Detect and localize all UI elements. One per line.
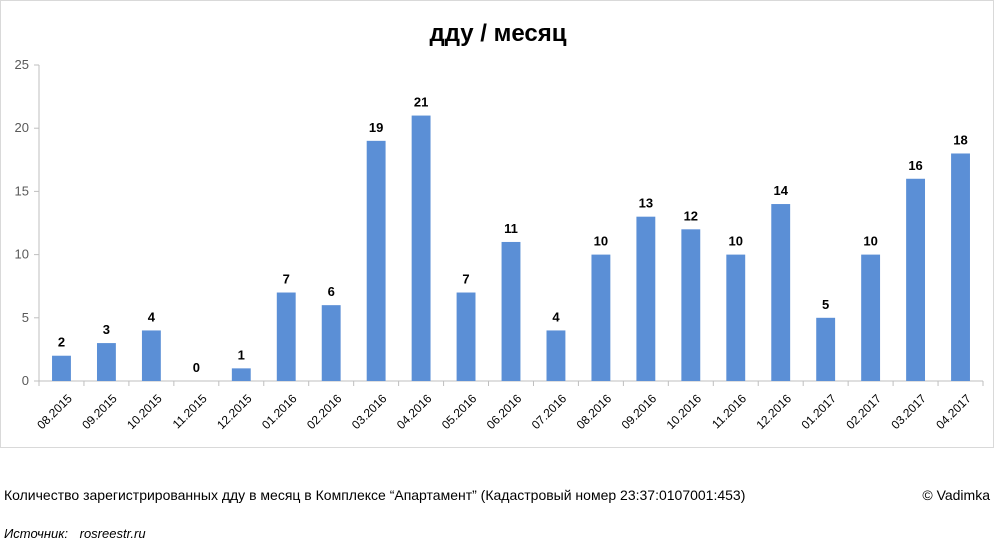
bar (906, 178, 926, 381)
x-tick-label: 12.2016 (753, 391, 794, 432)
bar (52, 355, 71, 381)
bar-value-label: 12 (684, 208, 698, 223)
y-tick-label: 5 (22, 310, 29, 325)
x-tick-label: 12.2015 (214, 391, 255, 432)
bar (951, 153, 970, 381)
bar-value-label: 21 (414, 95, 428, 110)
source-line: Источник: rosreestr.ru (4, 526, 146, 541)
chart-title: дду / месяц (429, 20, 566, 47)
bars (52, 115, 970, 381)
x-tick-label: 02.2016 (304, 391, 345, 432)
x-tick-label: 09.2016 (619, 391, 660, 432)
x-tick-label: 11.2016 (709, 391, 749, 431)
x-tick-label: 04.2016 (394, 391, 435, 432)
x-tick-label: 08.2016 (574, 391, 615, 432)
source-label: Источник: (4, 526, 68, 541)
bar-labels: 2 3 4 0 1 7 6 19 21 7 11 4 10 13 12 10 14 5 10 16 18 (58, 95, 968, 375)
bar-value-label: 13 (639, 196, 653, 211)
bar-value-label: 5 (822, 297, 829, 312)
bar-value-label: 1 (238, 347, 245, 362)
bar (321, 305, 341, 381)
x-tick-label: 09.2015 (79, 391, 120, 432)
bar-value-label: 4 (148, 309, 156, 324)
bar (591, 254, 611, 381)
bar (501, 241, 521, 381)
copyright-text: © Vadimka (922, 487, 990, 503)
bar (816, 317, 836, 381)
bar-chart: дду / месяц 0 5 10 15 20 25 2 3 4 0 1 7 6 19 21 7 11 4 10… (15, 20, 984, 432)
x-tick-label: 07.2016 (529, 391, 570, 432)
bar (276, 292, 296, 381)
y-tick-label: 10 (15, 247, 29, 262)
x-tick-label: 04.2017 (933, 391, 974, 432)
x-tick-labels: 08.2015 09.2015 10.2015 11.2015 12.2015 01.20… (34, 391, 974, 432)
bar-value-label: 18 (953, 132, 967, 147)
bar-value-label: 10 (863, 234, 877, 249)
bar (771, 204, 791, 381)
x-tick-label: 10.2016 (664, 391, 705, 432)
bar-value-label: 6 (328, 284, 335, 299)
bar-value-label: 7 (462, 272, 469, 287)
bar (96, 343, 116, 381)
bar-value-label: 4 (552, 309, 560, 324)
x-tick-label: 03.2017 (888, 391, 929, 432)
bar (231, 368, 251, 381)
bar-value-label: 16 (908, 158, 922, 173)
x-tick-label: 03.2016 (349, 391, 390, 432)
bar (456, 292, 476, 381)
bar-value-label: 2 (58, 335, 65, 350)
x-tick-label: 10.2015 (124, 391, 165, 432)
source-value: rosreestr.ru (79, 526, 146, 541)
x-tick-label: 01.2016 (259, 391, 300, 432)
x-tick-label: 06.2016 (484, 391, 525, 432)
bar (636, 216, 656, 381)
bar-value-label: 3 (103, 322, 110, 337)
y-axis: 0 5 10 15 20 25 (15, 57, 40, 388)
chart-frame: дду / месяц 0 5 10 15 20 25 2 3 4 0 1 7 6 19 21 7 11 4 10… (0, 0, 994, 448)
x-tick-label: 01.2017 (798, 391, 839, 432)
bar (411, 115, 431, 381)
bar (141, 330, 161, 381)
bar (861, 254, 881, 381)
x-tick-label: 11.2015 (170, 391, 210, 431)
bar (681, 229, 701, 381)
bar-value-label: 19 (369, 120, 383, 135)
y-tick-label: 15 (15, 183, 29, 198)
bar-value-label: 11 (504, 221, 518, 236)
x-tick-label: 02.2017 (843, 391, 884, 432)
x-tick-label: 05.2016 (439, 391, 480, 432)
bar (726, 254, 746, 381)
bar-value-label: 0 (193, 360, 200, 375)
bar-value-label: 10 (594, 234, 608, 249)
y-tick-label: 25 (15, 57, 29, 72)
bar-value-label: 10 (729, 234, 743, 249)
bar-value-label: 14 (773, 183, 788, 198)
bar (546, 330, 566, 381)
chart-caption: Количество зарегистрированных дду в меся… (4, 487, 746, 503)
x-tick-label: 08.2015 (34, 391, 75, 432)
bar-value-label: 7 (283, 272, 290, 287)
y-tick-label: 20 (15, 120, 29, 135)
bar (366, 140, 386, 381)
y-tick-label: 0 (22, 373, 29, 388)
x-axis (38, 380, 984, 386)
